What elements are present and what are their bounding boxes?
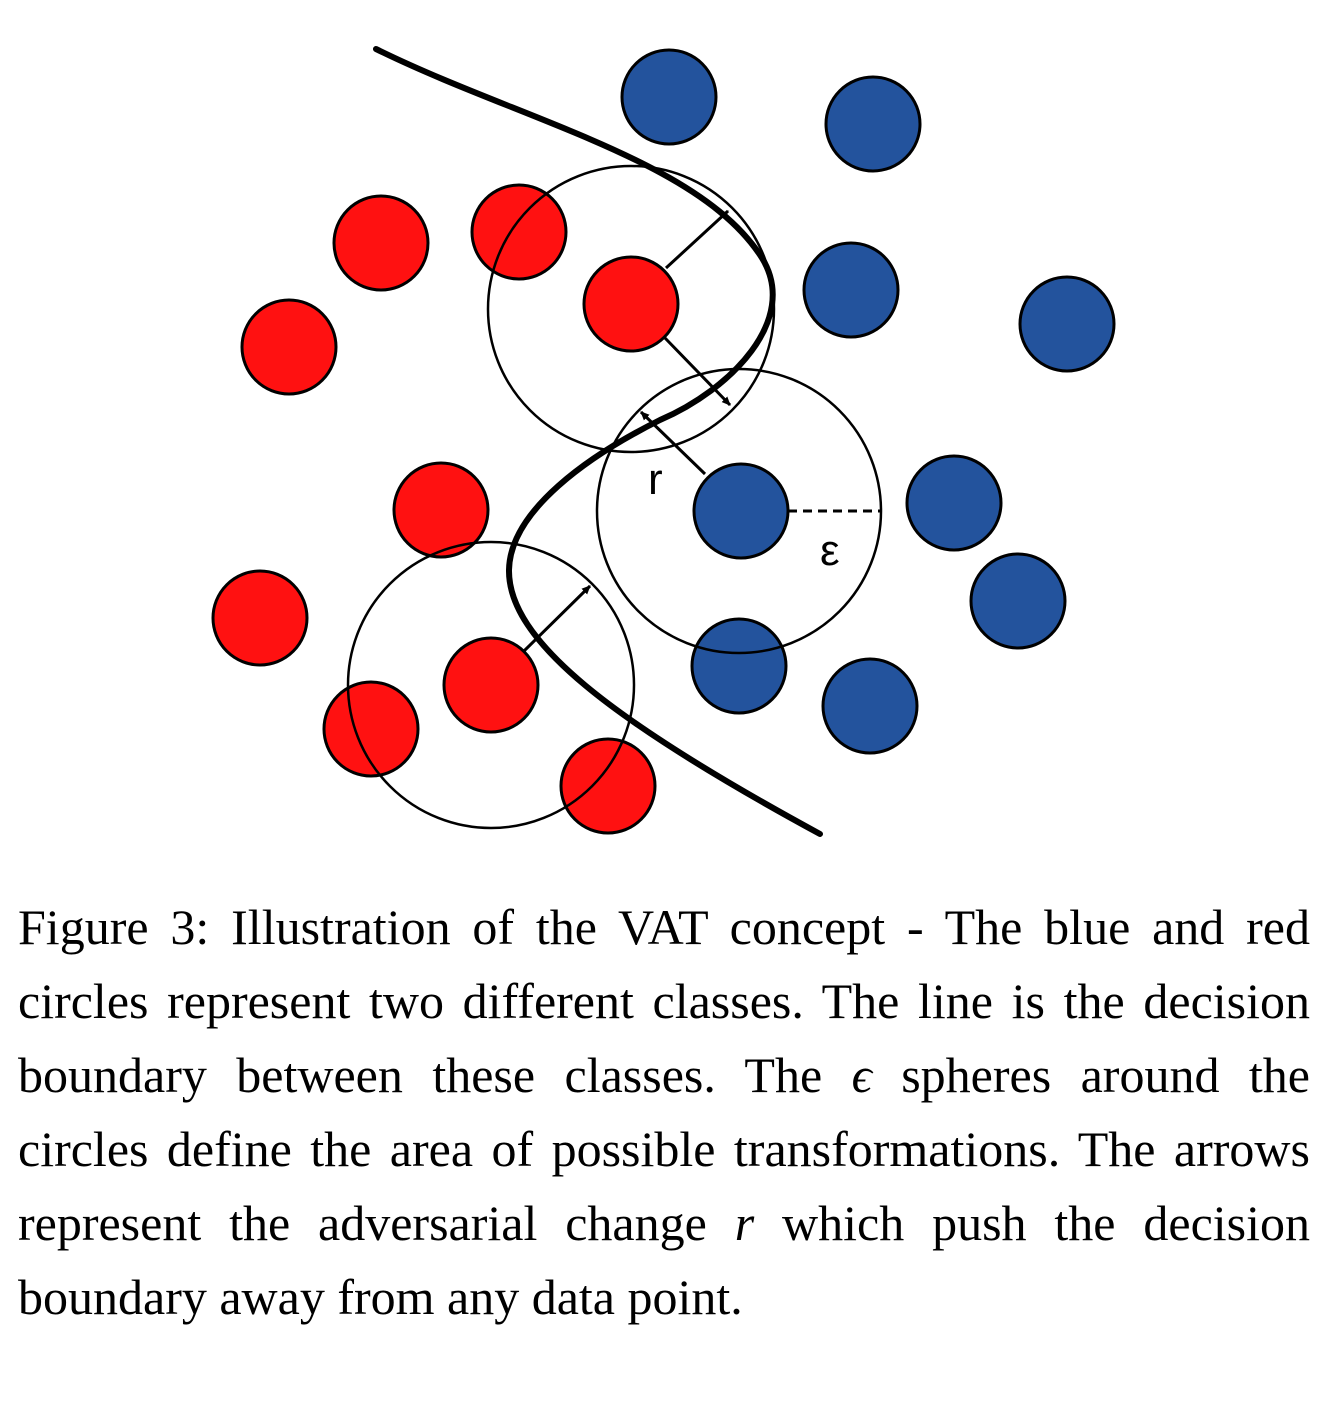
blue-point	[1018, 275, 1116, 373]
label-r: r	[648, 455, 663, 504]
arrow-red-top-upright	[664, 209, 730, 270]
caption-label: Figure 3:	[18, 899, 210, 955]
blue-point	[802, 241, 900, 339]
red-point	[559, 737, 657, 835]
blue-point	[905, 454, 1003, 552]
red-point	[582, 255, 680, 353]
blue-point	[620, 48, 718, 146]
arrow-red-bottom-upright	[522, 584, 592, 653]
vat-concept-figure: r ε	[211, 46, 1116, 837]
caption-epsilon-symbol: ϵ	[851, 1047, 872, 1103]
epsilon-sphere-red-bottom	[346, 540, 636, 830]
red-point	[442, 636, 540, 734]
blue-point	[821, 657, 919, 755]
caption-text-3: which push the decision boundary away fr…	[18, 1195, 1310, 1325]
arrow-blue-upleft	[639, 410, 707, 476]
red-class-points	[211, 183, 680, 835]
blue-point	[969, 552, 1067, 650]
label-epsilon: ε	[820, 526, 840, 575]
red-point	[470, 183, 568, 281]
red-point	[240, 298, 338, 396]
red-point	[332, 194, 430, 292]
blue-point	[692, 462, 790, 560]
blue-point	[824, 75, 922, 173]
blue-point	[690, 617, 788, 715]
caption-r-symbol: r	[734, 1195, 755, 1251]
figure-caption: Figure 3: Illustration of the VAT concep…	[18, 890, 1310, 1334]
caption-text-2: spheres around the circles define the ar…	[18, 1047, 1310, 1251]
blue-class-points	[620, 48, 1116, 755]
adversarial-arrows	[522, 209, 732, 653]
red-point	[211, 569, 309, 667]
arrow-red-top-downright	[663, 336, 732, 407]
red-point	[322, 680, 420, 778]
red-point	[392, 461, 490, 559]
caption-text-1: Illustration of the VAT concept - The bl…	[18, 899, 1311, 1103]
decision-boundary	[373, 46, 823, 837]
